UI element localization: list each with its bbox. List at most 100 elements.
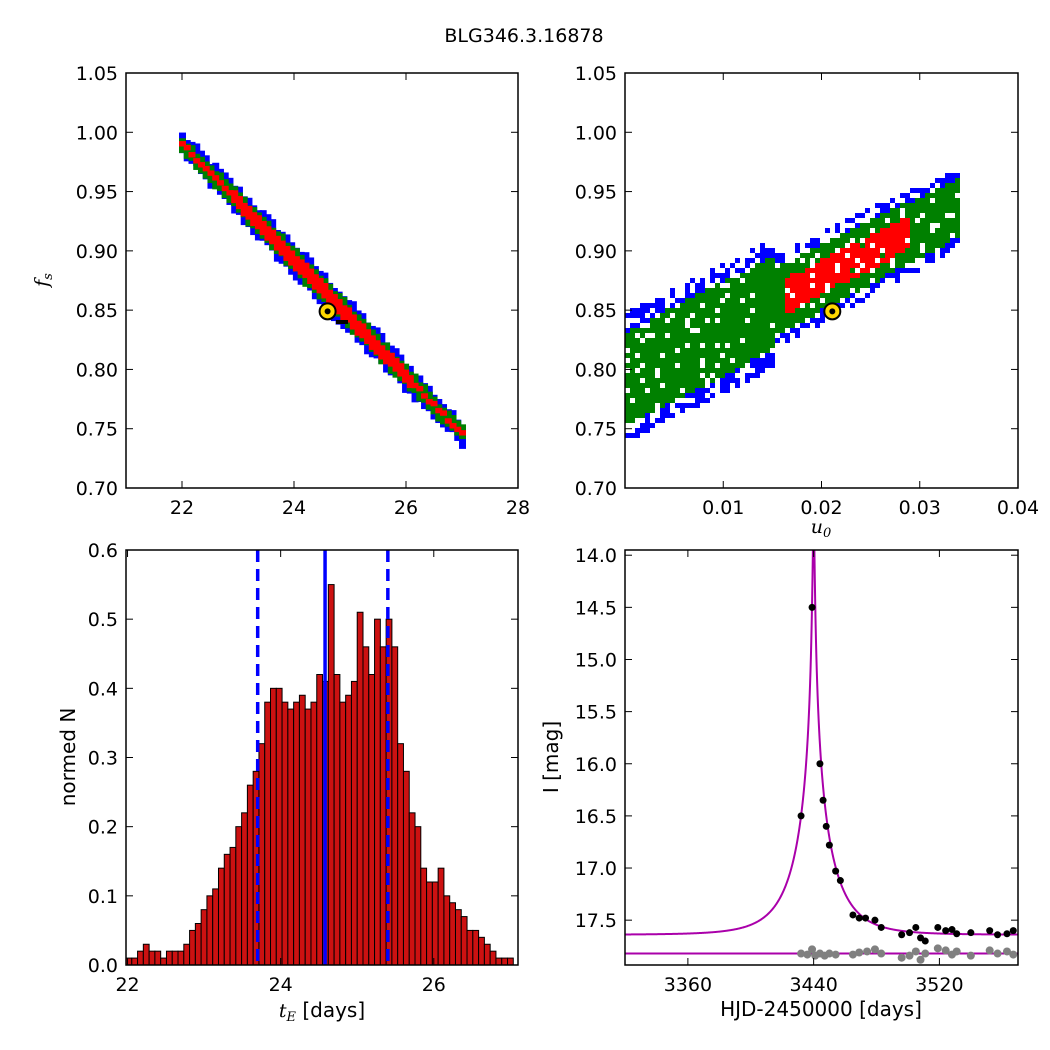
- cred-region-inner-cell: [870, 258, 875, 263]
- cred-region-middle-cell: [770, 268, 775, 273]
- cred-region-inner-cell: [830, 278, 835, 283]
- cred-region-middle-cell: [670, 383, 675, 388]
- cred-region-middle-cell: [635, 378, 640, 383]
- lc-ytick-label-4: 16.0: [575, 754, 617, 776]
- cred-region-inner-cell: [860, 253, 865, 258]
- cred-region-middle-cell: [820, 248, 825, 253]
- cred-region-inner-cell: [790, 278, 795, 283]
- cred-region-inner-cell: [870, 233, 875, 238]
- cred-region-middle-cell: [915, 203, 920, 208]
- cred-region-middle-cell: [670, 393, 675, 398]
- histogram-bar: [235, 826, 243, 966]
- cred-region-middle-cell: [640, 343, 645, 348]
- cred-region-middle-cell: [765, 318, 770, 323]
- histogram-bar: [177, 950, 185, 966]
- cred-region-middle-cell: [800, 268, 805, 273]
- cred-region-middle-cell: [705, 338, 710, 343]
- cred-region-middle-cell: [645, 383, 650, 388]
- cred-region-middle-cell: [925, 193, 930, 198]
- cred-region-middle-cell: [755, 308, 760, 313]
- cred-region-outer-cell: [945, 173, 950, 178]
- cred-region-inner-cell: [840, 253, 845, 258]
- cred-region-outer-cell: [950, 243, 955, 248]
- cred-region-middle-cell: [795, 308, 800, 313]
- tE-fs-ytick-label-3: 0.85: [76, 300, 118, 322]
- cred-region-outer-cell: [640, 313, 645, 318]
- hist-ytick-label-6: 0.6: [88, 540, 118, 562]
- cred-region-middle-cell: [730, 353, 735, 358]
- cred-region-outer-cell: [725, 273, 730, 278]
- cred-region-inner-cell: [785, 278, 790, 283]
- cred-region-middle-cell: [680, 343, 685, 348]
- cred-region-inner-cell: [885, 233, 890, 238]
- cred-region-middle-cell: [635, 393, 640, 398]
- cred-region-middle-cell: [680, 313, 685, 318]
- cred-region-inner-cell: [890, 223, 895, 228]
- cred-region-inner-cell: [349, 314, 357, 330]
- data-point: [1009, 927, 1017, 935]
- cred-region-middle-cell: [720, 318, 725, 323]
- cred-region-middle-cell: [710, 298, 715, 303]
- cred-region-middle-cell: [735, 353, 740, 358]
- cred-region-inner-cell: [800, 283, 805, 288]
- cred-region-middle-cell: [875, 218, 880, 223]
- cred-region-middle-cell: [945, 208, 950, 213]
- cred-region-outer-cell: [755, 358, 760, 363]
- cred-region-middle-cell: [800, 253, 805, 258]
- cred-region-middle-cell: [695, 303, 700, 308]
- cred-region-middle-cell: [840, 243, 845, 248]
- cred-region-middle-cell: [760, 288, 765, 293]
- cred-region-middle-cell: [640, 393, 645, 398]
- cred-region-middle-cell: [950, 228, 955, 233]
- cred-region-middle-cell: [680, 353, 685, 358]
- cred-region-outer-cell: [845, 228, 850, 233]
- histogram-bar: [507, 957, 514, 966]
- cred-region-inner-cell: [870, 253, 875, 258]
- cred-region-middle-cell: [775, 313, 780, 318]
- cred-region-middle-cell: [670, 343, 675, 348]
- histogram-bar: [275, 687, 283, 966]
- residual-point: [911, 947, 920, 956]
- cred-region-inner-cell: [900, 223, 905, 228]
- cred-region-inner-cell: [905, 218, 910, 223]
- cred-region-middle-cell: [416, 382, 424, 402]
- cred-region-middle-cell: [710, 323, 715, 328]
- cred-region-middle-cell: [665, 363, 670, 368]
- cred-region-middle-cell: [705, 343, 710, 348]
- cred-region-middle-cell: [805, 258, 810, 263]
- cred-region-middle-cell: [655, 318, 660, 323]
- cred-region-outer-cell: [630, 323, 635, 328]
- cred-region-middle-cell: [183, 143, 191, 159]
- cred-region-middle-cell: [850, 278, 855, 283]
- cred-region-middle-cell: [900, 263, 905, 268]
- cred-region-outer-cell: [690, 278, 695, 283]
- cred-region-inner-cell: [835, 273, 840, 278]
- cred-region-middle-cell: [755, 353, 760, 358]
- cred-region-outer-cell: [720, 383, 725, 388]
- cred-region-middle-cell: [650, 378, 655, 383]
- cred-region-inner-cell: [900, 238, 905, 243]
- cred-region-outer-cell: [835, 223, 840, 228]
- cred-region-middle-cell: [875, 228, 880, 233]
- cred-region-inner-cell: [795, 283, 800, 288]
- cred-region-outer-cell: [720, 263, 725, 268]
- cred-region-inner-cell: [890, 238, 895, 243]
- cred-region-inner-cell: [880, 243, 885, 248]
- cred-region-middle-cell: [730, 303, 735, 308]
- cred-region-middle-cell: [780, 328, 785, 333]
- cred-region-middle-cell: [775, 318, 780, 323]
- hist-ytick-label-1: 0.1: [88, 886, 118, 908]
- cred-region-outer-cell: [810, 238, 815, 243]
- cred-region-middle-cell: [950, 223, 955, 228]
- cred-region-outer-cell: [665, 413, 670, 418]
- cred-region-middle-cell: [775, 328, 780, 333]
- cred-region-middle-cell: [685, 383, 690, 388]
- cred-region-middle-cell: [715, 368, 720, 373]
- cred-region-middle-cell: [660, 398, 665, 403]
- data-point: [855, 914, 863, 922]
- cred-region-middle-cell: [790, 263, 795, 268]
- cred-region-middle-cell: [860, 223, 865, 228]
- cred-region-outer-cell: [660, 298, 665, 303]
- cred-region-middle-cell: [780, 273, 785, 278]
- cred-region-middle-cell: [760, 323, 765, 328]
